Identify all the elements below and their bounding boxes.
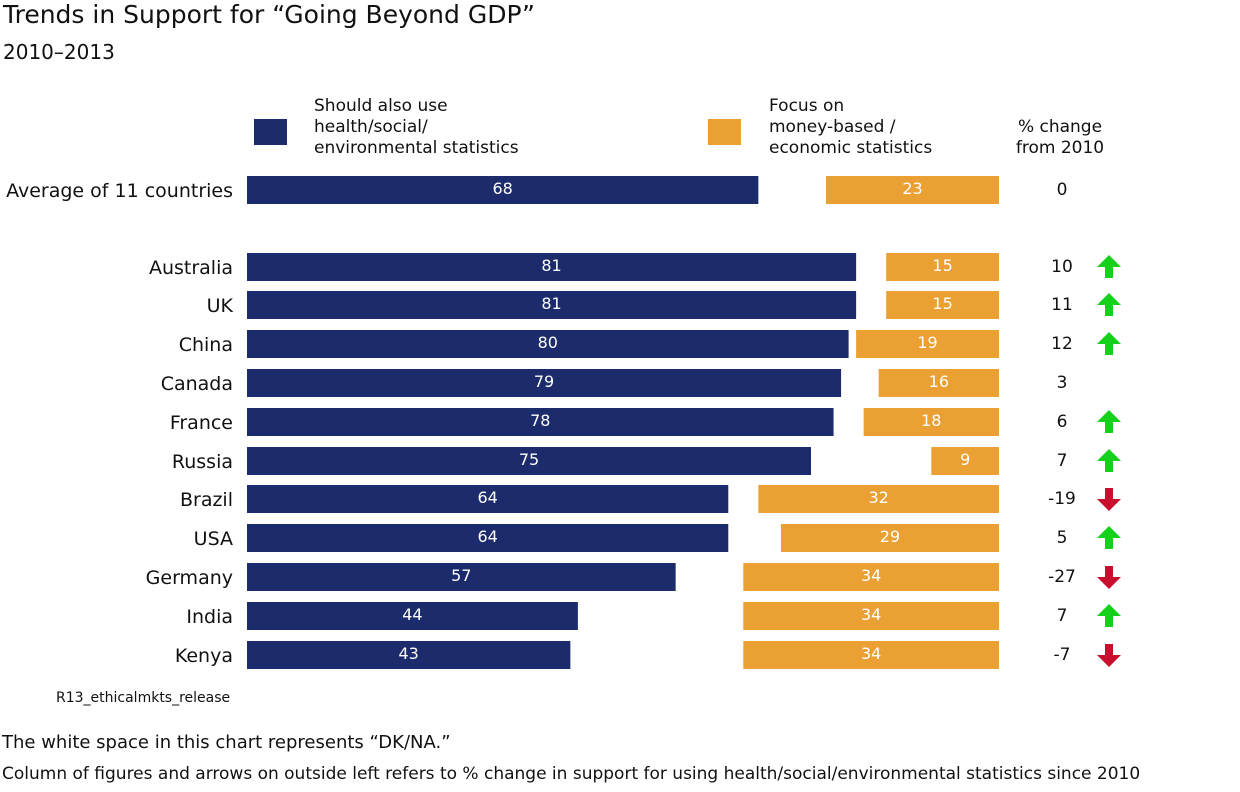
bar-series1 [247, 408, 834, 436]
arrow-up-icon [1097, 293, 1121, 316]
bar-value-series2: 34 [861, 605, 881, 624]
bar-value-series2: 23 [902, 179, 922, 198]
category-label: Kenya [175, 645, 233, 667]
bar-value-series2: 18 [921, 411, 941, 430]
bar-value-series2: 9 [960, 450, 970, 469]
category-label: Canada [161, 373, 233, 395]
bar-value-series1: 64 [477, 527, 497, 546]
arrow-down-icon [1097, 644, 1121, 667]
change-value: 11 [1051, 295, 1073, 315]
bar-series1 [247, 369, 842, 397]
category-label: Brazil [180, 489, 233, 511]
bar-value-series1: 68 [493, 179, 513, 198]
category-label: Russia [172, 451, 233, 473]
bar-value-series2: 34 [861, 644, 881, 663]
footnote-change-column: Column of figures and arrows on outside … [2, 764, 1141, 784]
bar-series1 [247, 563, 676, 591]
category-label: Germany [146, 567, 233, 589]
bar-series2 [743, 641, 999, 669]
change-value: 7 [1057, 451, 1068, 471]
bar-value-series2: 34 [861, 566, 881, 585]
bar-value-series2: 15 [932, 256, 952, 275]
change-value: 6 [1057, 412, 1068, 432]
legend-label-series2: Focus on money-based / economic statisti… [769, 96, 933, 158]
bar-series1 [247, 253, 857, 281]
bar-series1 [247, 330, 849, 358]
change-value: 0 [1057, 180, 1068, 200]
source-note: R13_ethicalmkts_release [56, 690, 231, 706]
bar-value-series2: 19 [917, 333, 937, 352]
legend-swatch-series2 [708, 119, 741, 145]
arrow-up-icon [1097, 332, 1121, 355]
bar-series2 [931, 447, 999, 475]
category-label: UK [207, 295, 234, 317]
bar-series1 [247, 602, 578, 630]
change-column-header: % change from 2010 [1015, 117, 1105, 158]
bar-series2 [856, 330, 999, 358]
bar-value-series1: 44 [402, 605, 422, 624]
bar-value-series1: 43 [399, 644, 419, 663]
legend-swatch-series1 [254, 119, 287, 145]
bar-value-series1: 64 [477, 488, 497, 507]
bar-value-series1: 81 [541, 294, 561, 313]
bar-series2 [826, 176, 999, 204]
bar-series2 [743, 602, 999, 630]
category-label: Average of 11 countries [6, 180, 233, 202]
change-value: -27 [1048, 567, 1076, 587]
bar-series1 [247, 485, 729, 513]
bar-value-series2: 15 [932, 294, 952, 313]
change-value: 7 [1057, 606, 1068, 626]
bar-series1 [247, 176, 759, 204]
bar-value-series2: 32 [869, 488, 889, 507]
arrow-up-icon [1097, 526, 1121, 549]
bar-value-series1: 80 [538, 333, 558, 352]
arrow-up-icon [1097, 255, 1121, 278]
bar-series1 [247, 291, 857, 319]
arrow-up-icon [1097, 604, 1121, 627]
bar-series2 [780, 524, 999, 552]
change-value: 5 [1057, 528, 1068, 548]
chart-title: Trends in Support for “Going Beyond GDP” [3, 0, 535, 29]
change-value: -19 [1048, 489, 1076, 509]
category-label: Australia [149, 257, 233, 279]
category-label: India [186, 606, 233, 628]
footnote-dk-na: The white space in this chart represents… [2, 732, 451, 753]
category-label: China [179, 334, 233, 356]
change-value: -7 [1054, 645, 1071, 665]
bar-series2 [758, 485, 999, 513]
bar-series1 [247, 447, 811, 475]
category-label: USA [194, 528, 233, 550]
bar-value-series1: 81 [541, 256, 561, 275]
bar-value-series1: 78 [530, 411, 550, 430]
bar-series2 [886, 253, 999, 281]
category-label: France [170, 412, 233, 434]
bar-series2 [878, 369, 999, 397]
bar-value-series2: 16 [929, 372, 949, 391]
bar-series2 [886, 291, 999, 319]
bar-series1 [247, 524, 729, 552]
bar-series1 [247, 641, 571, 669]
arrow-down-icon [1097, 488, 1121, 511]
change-value: 3 [1057, 373, 1068, 393]
bar-series2 [863, 408, 999, 436]
arrow-up-icon [1097, 449, 1121, 472]
arrow-down-icon [1097, 566, 1121, 589]
legend-label-series1: Should also use health/social/ environme… [314, 96, 519, 158]
bar-value-series1: 79 [534, 372, 554, 391]
change-value: 12 [1051, 334, 1073, 354]
chart-subtitle: 2010–2013 [3, 40, 115, 64]
bar-value-series1: 57 [451, 566, 471, 585]
bar-value-series1: 75 [519, 450, 539, 469]
change-value: 10 [1051, 257, 1073, 277]
arrow-up-icon [1097, 410, 1121, 433]
bar-value-series2: 29 [880, 527, 900, 546]
bar-series2 [743, 563, 999, 591]
